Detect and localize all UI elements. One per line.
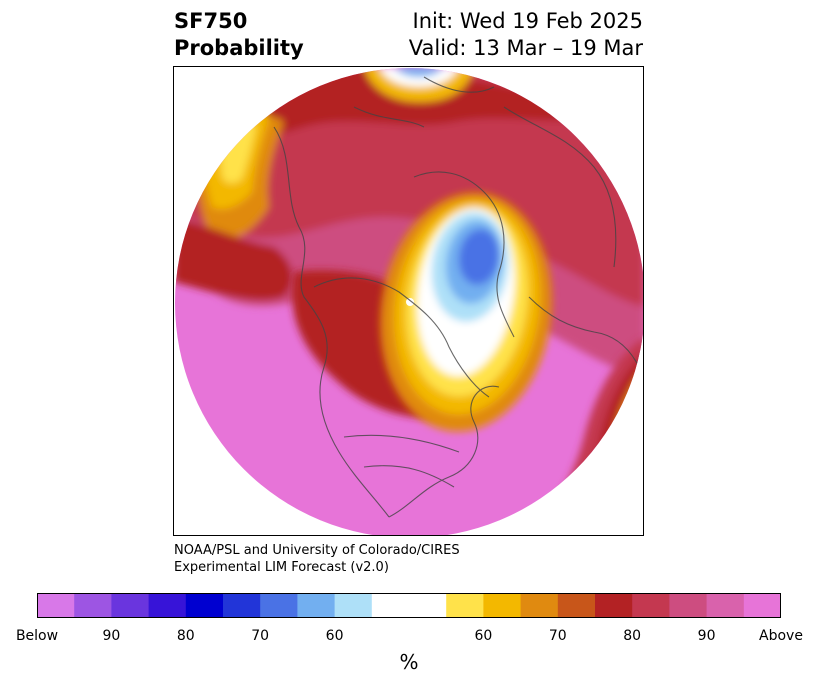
colorbar-segment [37,593,75,618]
colorbar-tick-label: 90 [697,628,716,644]
colorbar-tick-label: 70 [251,628,270,644]
title-variable: SF750 [174,9,248,33]
colorbar-segment [111,593,150,618]
pole-marker [406,298,414,306]
colorbar-tick-label: 90 [102,628,121,644]
colorbar-segment [595,593,633,618]
colorbar-tick-label: 60 [325,628,344,644]
colorbar-segment [483,593,522,618]
colorbar-segment [371,593,447,618]
valid-range: Valid: 13 Mar – 19 Mar [408,36,643,60]
anomaly-deep-blue [458,229,500,285]
colorbar [37,593,781,618]
coastlines [273,76,640,518]
title-left: SF750 Probability [174,8,304,62]
colorbar-segment [74,593,112,618]
colorbar-tick-label: 80 [176,628,195,644]
colorbar-segment [706,593,745,618]
colorbar-segment [297,593,336,618]
colorbar-segment [223,593,261,618]
credit-line-1: NOAA/PSL and University of Colorado/CIRE… [174,543,460,558]
colorbar-tick-label: 60 [474,628,493,644]
title-product: Probability [174,36,304,60]
band-west-red [175,217,293,301]
band-top-blue [394,68,444,77]
credit: NOAA/PSL and University of Colorado/CIRE… [174,542,460,576]
colorbar-unit: % [399,650,419,674]
colorbar-tick-label: 80 [623,628,642,644]
colorbar-segment [743,593,781,618]
colorbar-segment [148,593,187,618]
init-date: Init: Wed 19 Feb 2025 [412,9,643,33]
colorbar-segment [185,593,224,618]
colorbar-segment [632,593,670,618]
colorbar-segment [557,593,596,618]
colorbar-segment [520,593,559,618]
colorbar-segment [334,593,373,618]
colorbar-segment [260,593,298,618]
band-east-light [622,397,643,482]
credit-line-2: Experimental LIM Forecast (v2.0) [174,560,389,575]
colorbar-tick-label: Above [759,628,803,644]
colorbar-segment [669,593,708,618]
colorbar-tick-label: Below [15,628,59,644]
colorbar-tick-label: 70 [548,628,567,644]
forecast-map [175,68,643,535]
colorbar-segment [446,593,484,618]
map-panel [173,66,644,536]
colorbar-border [37,593,781,618]
title-right: Init: Wed 19 Feb 2025 Valid: 13 Mar – 19… [409,8,643,62]
